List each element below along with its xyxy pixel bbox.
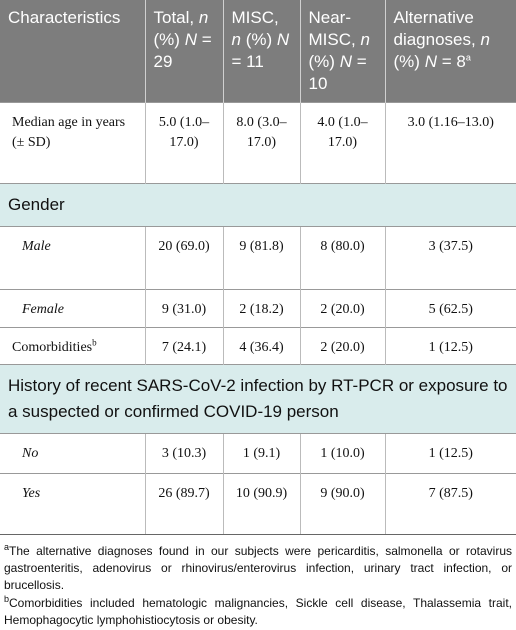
superscript: b [92,337,97,348]
cell: 26 (89.7) [144,473,223,534]
header-cell: Characteristics [0,0,145,103]
row-label: Male [0,226,145,290]
footnote-text: Comorbidities included hematologic malig… [4,595,512,627]
text: n [360,30,370,49]
text: N [184,30,197,49]
section-title: Gender [0,183,516,227]
cell: 3 (37.5) [384,226,516,290]
text: = 8 [441,52,466,71]
text: Female [22,302,64,317]
text: MISC, [231,8,279,27]
cell: 5 (62.5) [384,289,516,328]
header-cell: Near-MISC, n (%) N = 10 [299,0,385,103]
section-row: History of recent SARS-CoV-2 infection b… [0,364,516,434]
text: (%) [393,52,420,71]
cell: 2 (20.0) [299,327,385,365]
text: (%) [245,30,273,49]
data-row: Median age in years (± SD) 5.0 (1.0–17.0)… [0,102,516,184]
text: n [198,8,209,27]
cell: 9 (81.8) [222,226,300,290]
data-row: Female 9 (31.0) 2 (18.2) 2 (20.0) 5 (62.5) [0,289,516,328]
cell: 2 (18.2) [222,289,300,328]
text: Characteristics [8,8,121,27]
row-label: Comorbiditiesb [0,327,145,365]
cell: 7 (87.5) [384,473,516,534]
text: (%) [308,52,335,71]
header-cell: MISC, n (%) N = 11 [222,0,300,103]
text: n [480,30,490,49]
cell: 7 (24.1) [144,327,223,365]
cell: 5.0 (1.0–17.0) [144,102,223,184]
text: N [276,30,290,49]
text: N [424,52,437,71]
text: Alternative diagnoses, [393,8,476,49]
text: 29 [153,52,173,71]
cell: 4.0 (1.0–17.0) [299,102,385,184]
cell: 1 (12.5) [384,433,516,474]
cell: 1 (12.5) [384,327,516,365]
text: n [231,30,241,49]
text: Yes [22,486,41,501]
cell: 3 (10.3) [144,433,223,474]
header-cell: Alternative diagnoses, n (%) N = 8a [384,0,516,103]
cell: 1 (9.1) [222,433,300,474]
data-row: No 3 (10.3) 1 (9.1) 1 (10.0) 1 (12.5) [0,433,516,474]
row-label: Yes [0,473,145,534]
footnote: aThe alternative diagnoses found in our … [4,541,512,594]
text: Comorbidities [12,340,93,355]
text: Total, [153,8,195,27]
cell: 20 (69.0) [144,226,223,290]
table: Characteristics Total, n (%) N = 29 MISC, … [0,0,516,534]
section-title: History of recent SARS-CoV-2 infection b… [0,364,516,434]
cell: 8.0 (3.0–17.0) [222,102,300,184]
superscript: a [465,52,471,63]
text: 11 [246,52,264,71]
text: = 10 [308,52,367,93]
text: (%) [153,30,180,49]
footnote-mark: a [4,541,10,552]
cell: 8 (80.0) [299,226,385,290]
row-label: Female [0,289,145,328]
data-row: Male 20 (69.0) 9 (81.8) 8 (80.0) 3 (37.5) [0,226,516,290]
text: = [201,30,212,49]
cell: 1 (10.0) [299,433,385,474]
cell: 9 (31.0) [144,289,223,328]
cell: 9 (90.0) [299,473,385,534]
row-label: No [0,433,145,474]
text: No [22,446,39,461]
text: Median age in years (± SD) [12,115,126,150]
header-cell: Total, n (%) N = 29 [144,0,223,103]
text: = [231,52,242,71]
cell: 4 (36.4) [222,327,300,365]
footnote-mark: b [4,593,10,604]
cell: 2 (20.0) [299,289,385,328]
data-row: Yes 26 (89.7) 10 (90.9) 9 (90.0) 7 (87.5) [0,473,516,534]
footnotes: aThe alternative diagnoses found in our … [0,533,516,629]
cell: 10 (90.9) [222,473,300,534]
header-row: Characteristics Total, n (%) N = 29 MISC, … [0,0,516,103]
footnote-text: The alternative diagnoses found in our s… [4,543,512,592]
text: Male [22,239,51,254]
text: Near-MISC, [308,8,356,49]
text: N [339,52,352,71]
section-row: Gender [0,183,516,227]
row-label: Median age in years (± SD) [0,102,145,184]
data-row: Comorbiditiesb 7 (24.1) 4 (36.4) 2 (20.0) 1 … [0,327,516,365]
footnote: bComorbidities included hematologic mali… [4,593,512,629]
cell: 3.0 (1.16–13.0) [384,102,516,184]
